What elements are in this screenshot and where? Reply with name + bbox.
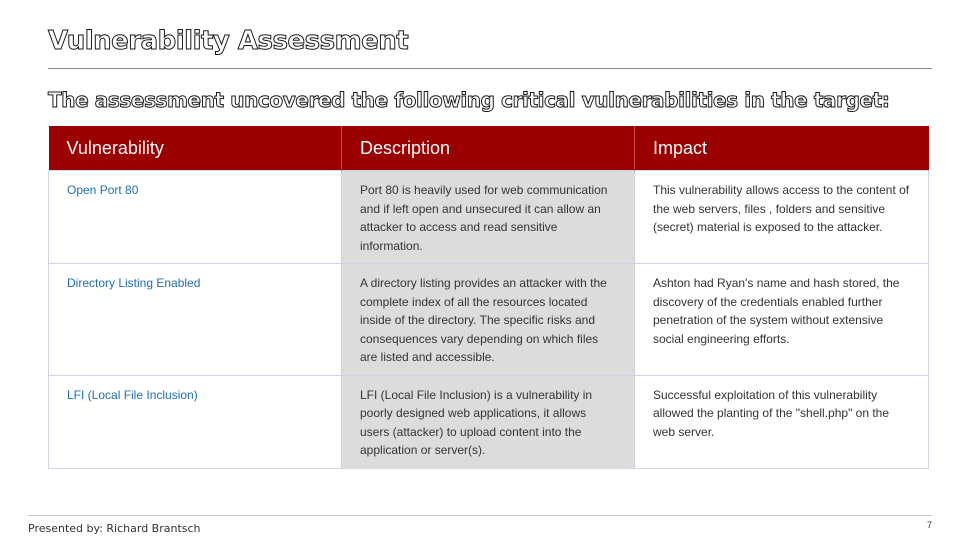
vulnerability-description: A directory listing provides an attacker…	[341, 263, 635, 376]
vulnerability-impact: Ashton had Ryan's name and hash stored, …	[634, 263, 929, 376]
table-row: LFI (Local File Inclusion) LFI (Local Fi…	[48, 374, 929, 469]
header-impact: Impact	[634, 126, 929, 171]
page-number: 7	[926, 520, 932, 530]
header-vulnerability: Vulnerability	[48, 126, 342, 171]
header-description: Description	[341, 126, 635, 171]
footer-divider	[28, 515, 932, 516]
table-row: Directory Listing Enabled A directory li…	[48, 263, 929, 376]
vulnerability-table: Vulnerability Description Impact Open Po…	[48, 126, 929, 469]
table-row: Open Port 80 Port 80 is heavily used for…	[48, 170, 929, 264]
table-header-row: Vulnerability Description Impact	[48, 126, 929, 171]
presenter-credit: Presented by: Richard Brantsch	[28, 522, 201, 535]
vulnerability-description: LFI (Local File Inclusion) is a vulnerab…	[341, 374, 635, 469]
vulnerability-name: LFI (Local File Inclusion)	[48, 374, 342, 469]
slide-subtitle: The assessment uncovered the following c…	[47, 88, 890, 113]
vulnerability-name: Directory Listing Enabled	[48, 263, 342, 376]
vulnerability-impact: Successful exploitation of this vulnerab…	[634, 374, 929, 469]
vulnerability-impact: This vulnerability allows access to the …	[634, 170, 929, 264]
vulnerability-description: Port 80 is heavily used for web communic…	[341, 170, 635, 264]
slide-title: Vulnerability Assessment	[47, 26, 409, 57]
vulnerability-name: Open Port 80	[48, 170, 342, 264]
title-divider	[48, 68, 932, 69]
